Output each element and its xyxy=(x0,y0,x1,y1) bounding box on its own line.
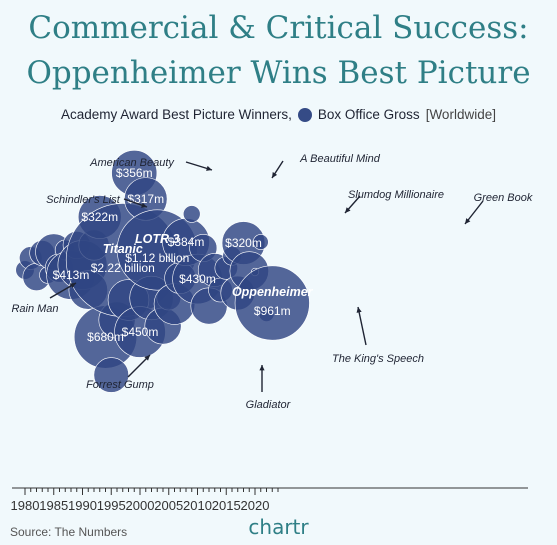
annotation-arrowhead-2000 xyxy=(259,365,265,371)
annotation-arrowhead-1988 xyxy=(70,283,76,288)
bubble-value-2003: $1.12 billion xyxy=(125,251,189,265)
x-tick-label-1980: 1980 xyxy=(11,498,40,513)
x-tick-label-2015: 2015 xyxy=(212,498,241,513)
annotation-2000: Gladiator xyxy=(246,399,292,411)
annotation-arrowhead-2018 xyxy=(465,218,471,224)
annotation-2008: Slumdog Millionaire xyxy=(348,189,444,201)
x-tick-label-2005: 2005 xyxy=(154,498,183,513)
bubble-value-2010: $430m xyxy=(179,272,216,286)
bubble-value-2008: $384m xyxy=(168,235,205,249)
bubble-1995 xyxy=(93,357,129,393)
annotation-arrowhead-1994 xyxy=(144,355,150,361)
annotation-arrowhead-1999 xyxy=(206,165,212,171)
bubble-value-2018: $320m xyxy=(225,236,262,250)
x-tick-label-2020: 2020 xyxy=(241,498,270,513)
title-line-1: Commercial & Critical Success: xyxy=(28,10,529,46)
bubble-value-1999: $356m xyxy=(116,166,153,180)
subtitle-legend: Box Office Gross xyxy=(317,107,420,122)
title-line-2: Oppenheimer Wins Best Picture xyxy=(26,55,531,91)
annotation-arrowhead-2010 xyxy=(356,307,362,313)
bubble-value-1988: $413m xyxy=(53,268,90,282)
annotation-1994: Forrest Gump xyxy=(86,379,154,391)
bubble-2023 xyxy=(234,265,310,341)
bubble-name-2023: Oppenheimer xyxy=(232,285,314,299)
bubble-name-1997: Titanic xyxy=(103,242,143,256)
bubble-value-2001: $317m xyxy=(127,192,164,206)
subtitle-main: Academy Award Best Picture Winners, xyxy=(61,107,292,122)
x-tick-label-1990: 1990 xyxy=(68,498,97,513)
bubble-name-2003: LOTR 3 xyxy=(135,232,179,246)
brand-logo: chartr xyxy=(248,515,309,539)
bubble-value-1997: $2.22 billion xyxy=(91,261,155,275)
annotation-1993: Schindler's List xyxy=(46,194,121,206)
annotation-2018: Green Book xyxy=(474,192,533,204)
annotation-arrow-2010 xyxy=(357,306,367,346)
annotation-2010: The King's Speech xyxy=(332,353,424,365)
annotation-2001: A Beautiful Mind xyxy=(299,153,381,165)
x-tick-label-2000: 2000 xyxy=(126,498,155,513)
annotation-arrowhead-2001 xyxy=(272,172,278,178)
x-tick-label-1985: 1985 xyxy=(39,498,68,513)
bubble-value-1994: $680m xyxy=(87,330,124,344)
x-tick-label-2010: 2010 xyxy=(183,498,212,513)
bubble-value-1993: $322m xyxy=(81,210,118,224)
bubble-value-2000: $450m xyxy=(122,325,159,339)
legend-bubble-icon xyxy=(297,107,312,122)
annotation-1988: Rain Man xyxy=(11,303,58,315)
annotation-arrowhead-1993 xyxy=(141,202,147,208)
bubble-2021 xyxy=(252,234,269,250)
x-tick-label-1995: 1995 xyxy=(97,498,126,513)
subtitle-note: [Worldwide] xyxy=(425,107,496,122)
subtitle: Academy Award Best Picture Winners, Box … xyxy=(0,107,557,122)
bubble-2009 xyxy=(182,205,201,223)
annotation-arrowhead-2008 xyxy=(345,207,351,213)
annotation-1999: American Beauty xyxy=(89,157,175,169)
bubble-value-2023: $961m xyxy=(254,304,291,318)
source-note: Source: The Numbers xyxy=(10,525,128,539)
